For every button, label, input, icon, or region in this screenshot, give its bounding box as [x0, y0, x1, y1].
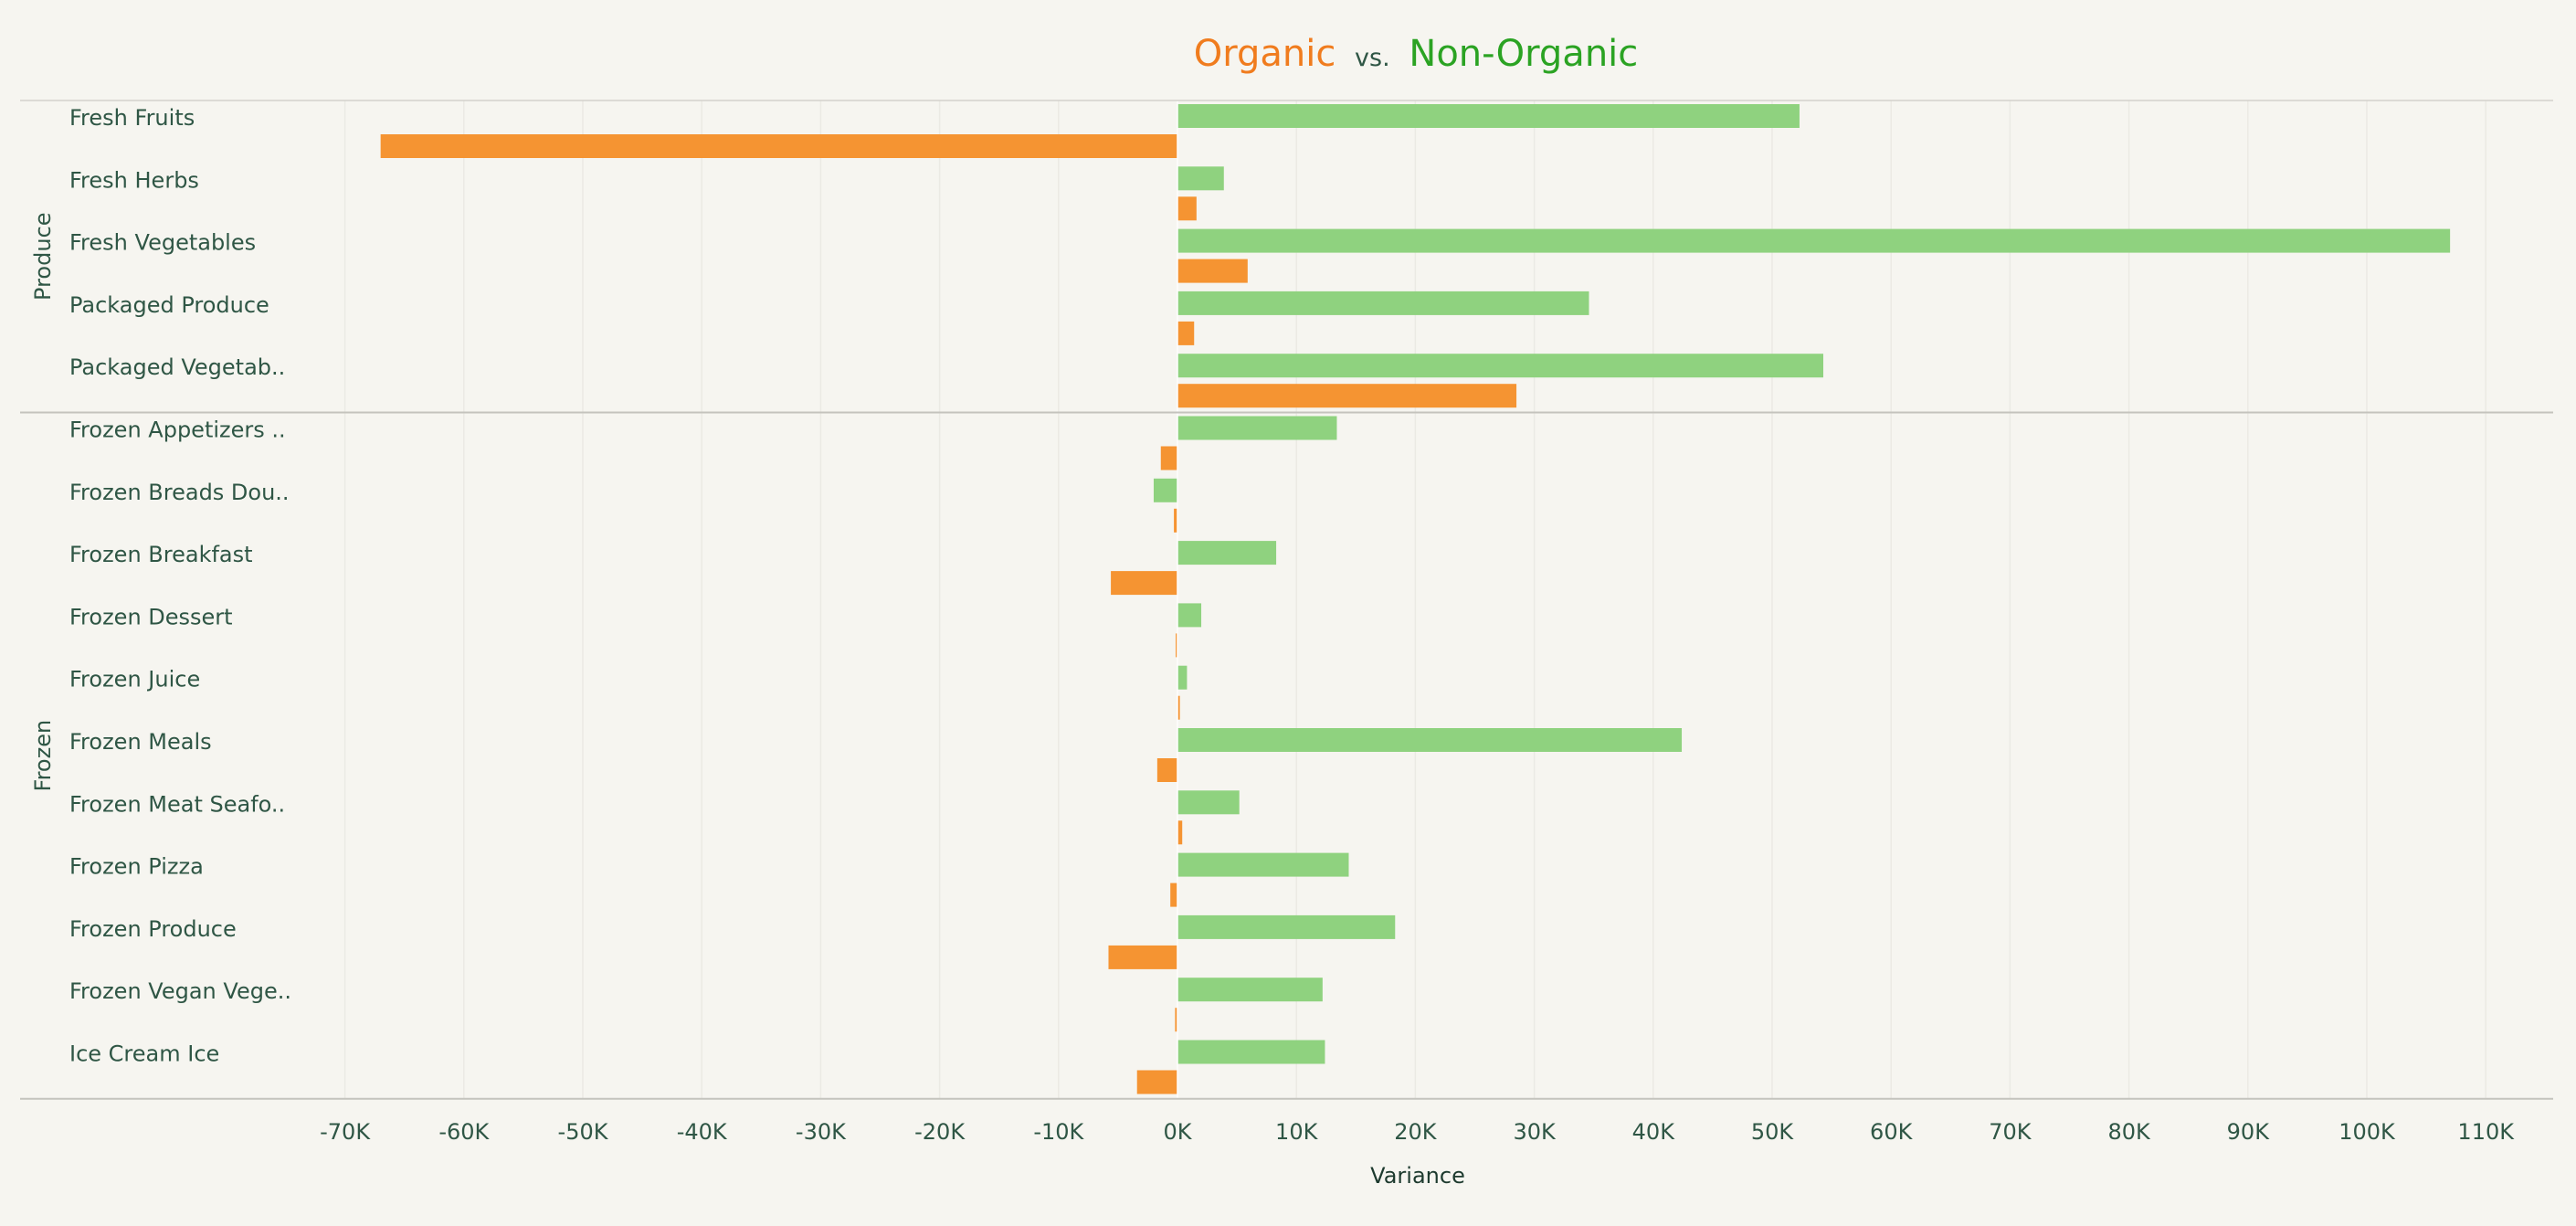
category-label: Frozen Dessert [69, 604, 233, 629]
x-tick-label: -20K [914, 1119, 966, 1145]
bar-non-organic [1177, 228, 2451, 253]
x-tick-label: -10K [1033, 1119, 1084, 1145]
category-label: Frozen Pizza [69, 854, 204, 880]
group-label: Frozen [30, 720, 56, 792]
bar-organic [1136, 1070, 1177, 1094]
category-label: Frozen Produce [69, 916, 237, 942]
bar-non-organic [1177, 978, 1323, 1002]
x-tick-label: -70K [320, 1119, 371, 1145]
category-label: Frozen Meat Seafo.. [69, 791, 285, 817]
bar-organic [1111, 571, 1177, 596]
x-tick-label: 80K [2107, 1119, 2151, 1145]
category-label: Frozen Breads Dou.. [69, 480, 290, 505]
category-label: Frozen Vegan Vege.. [69, 978, 291, 1004]
title-vs: vs. [1355, 44, 1390, 72]
bar-organic [380, 134, 1177, 158]
bar-non-organic [1177, 603, 1202, 628]
bar-organic [1176, 633, 1177, 658]
x-tick-label: 100K [2338, 1119, 2396, 1145]
category-label: Packaged Vegetab.. [69, 354, 285, 380]
category-label: Packaged Produce [69, 292, 269, 318]
bar-non-organic [1153, 478, 1177, 502]
bar-organic [1177, 259, 1248, 283]
bar-organic [1175, 1008, 1177, 1032]
x-axis-title: Variance [1370, 1163, 1465, 1189]
bar-organic [1177, 820, 1183, 845]
bar-non-organic [1177, 291, 1589, 315]
chart-title: Organic vs. Non-Organic [0, 33, 2576, 75]
x-tick-label: 20K [1394, 1119, 1438, 1145]
x-tick-label: 110K [2457, 1119, 2515, 1145]
category-labels: Fresh Fruits Fresh Herbs Fresh Vegetables P… [69, 105, 291, 1067]
x-tick-label: 10K [1275, 1119, 1319, 1145]
bar-organic [1156, 758, 1177, 782]
bar-non-organic [1177, 914, 1396, 939]
x-tick-label: 60K [1870, 1119, 1914, 1145]
title-non-organic: Non-Organic [1409, 33, 1639, 75]
category-label: Fresh Fruits [69, 105, 195, 131]
bar-organic [1177, 695, 1180, 720]
category-label: Ice Cream Ice [69, 1041, 219, 1067]
x-tick-label: -30K [796, 1119, 847, 1145]
bar-non-organic [1177, 852, 1349, 877]
x-tick-label: 40K [1632, 1119, 1676, 1145]
category-label: Frozen Breakfast [69, 542, 253, 567]
bar-organic [1177, 384, 1517, 408]
gridlines [343, 100, 2486, 1099]
category-label: Frozen Juice [69, 667, 200, 692]
x-tick-label: 0K [1163, 1119, 1192, 1145]
x-tick-label: 70K [1989, 1119, 2032, 1145]
x-tick-label: 30K [1513, 1119, 1557, 1145]
x-tick-label: -50K [558, 1119, 609, 1145]
bar-non-organic [1177, 790, 1240, 815]
bar-non-organic [1177, 541, 1277, 565]
category-label: Fresh Herbs [69, 167, 199, 193]
x-tick-label: 90K [2227, 1119, 2271, 1145]
bar-organic [1177, 321, 1195, 345]
bar-non-organic [1177, 104, 1800, 128]
bar-organic [1160, 446, 1177, 470]
bar-organic [1170, 883, 1177, 907]
bar-non-organic [1177, 728, 1683, 752]
bar-non-organic [1177, 354, 1823, 378]
title-organic: Organic [1193, 33, 1336, 75]
group-label: Produce [30, 213, 56, 301]
category-label: Frozen Appetizers .. [69, 417, 286, 443]
category-label: Frozen Meals [69, 729, 212, 755]
group-labels: Produce Frozen [30, 213, 56, 792]
bar-non-organic [1177, 665, 1188, 690]
bar-organic [1108, 945, 1177, 969]
x-axis-ticks: -70K -60K -50K -40K -30K -20K -10K 0K 10K 20K 30K 4… [320, 1119, 2515, 1145]
bars [380, 104, 2451, 1094]
bar-non-organic [1177, 166, 1224, 191]
x-tick-label: -60K [438, 1119, 490, 1145]
bar-organic [1174, 508, 1177, 533]
bar-non-organic [1177, 1040, 1325, 1064]
x-tick-label: 50K [1751, 1119, 1795, 1145]
x-tick-label: -40K [677, 1119, 728, 1145]
bar-organic [1177, 196, 1197, 221]
bar-non-organic [1177, 416, 1337, 440]
group-separators [20, 100, 2553, 1100]
category-label: Fresh Vegetables [69, 230, 256, 256]
